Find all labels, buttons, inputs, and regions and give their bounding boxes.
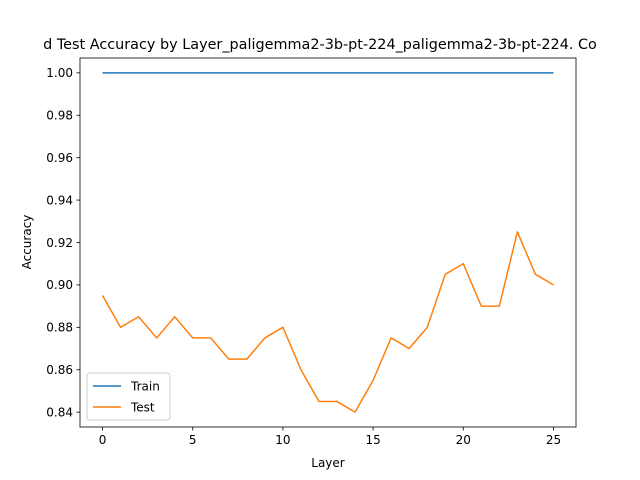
x-tick-label: 25 — [546, 433, 561, 447]
x-tick-label: 20 — [456, 433, 471, 447]
y-tick-label: 0.92 — [46, 236, 73, 250]
y-tick-label: 0.90 — [46, 278, 73, 292]
chart-title: d Test Accuracy by Layer_paligemma2-3b-p… — [43, 37, 597, 53]
y-tick-label: 1.00 — [46, 66, 73, 80]
plot-area — [79, 57, 577, 428]
series-line-test — [101, 231, 554, 413]
y-axis-label: Accuracy — [20, 215, 34, 270]
legend-label-test: Test — [130, 400, 155, 414]
x-tick-label: 5 — [189, 433, 197, 447]
x-tick-label: 0 — [99, 433, 107, 447]
x-axis-ticks: 0 5 10 15 20 25 — [99, 427, 561, 447]
y-tick-label: 0.88 — [46, 321, 73, 335]
plot-frame — [79, 57, 577, 428]
y-axis-ticks: 0.84 0.86 0.88 0.90 0.92 0.94 0.96 0.98 1.00 — [46, 66, 80, 419]
x-tick-label: 15 — [365, 433, 380, 447]
y-tick-label: 0.84 — [46, 405, 73, 419]
y-tick-label: 0.86 — [46, 363, 73, 377]
x-tick-label: 10 — [275, 433, 290, 447]
y-tick-label: 0.94 — [46, 193, 73, 207]
legend-label-train: Train — [130, 379, 160, 393]
legend-box — [86, 372, 171, 421]
x-axis-label: Layer — [311, 456, 345, 470]
legend: Train Test — [86, 372, 171, 421]
y-tick-label: 0.98 — [46, 109, 73, 123]
y-tick-label: 0.96 — [46, 151, 73, 165]
